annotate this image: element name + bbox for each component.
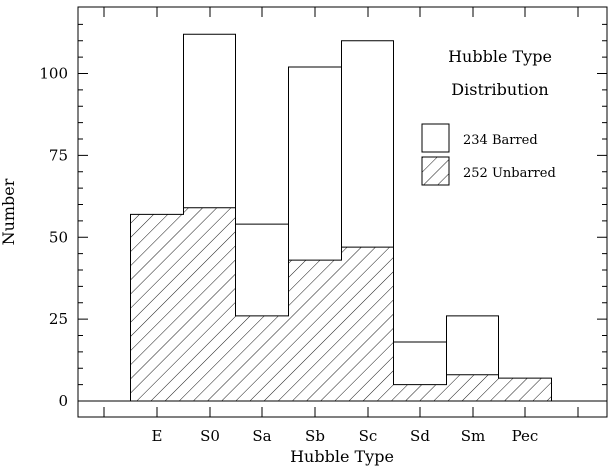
x-tick-label: Sb — [305, 427, 325, 445]
unbarred-outline — [130, 207, 552, 401]
x-tick-label: Sm — [461, 427, 486, 445]
bar-unbarred-sm — [446, 374, 499, 401]
barred-outline — [183, 33, 499, 385]
legend-swatch-unbarred — [421, 156, 450, 186]
chart-title: Hubble Type — [448, 47, 552, 66]
bar-unbarred-s0 — [183, 207, 236, 401]
unbarred-series — [130, 207, 552, 401]
y-tick-label: 0 — [58, 392, 68, 410]
y-tick-label: 100 — [39, 65, 68, 83]
legend-label-unbarred: 252 Unbarred — [463, 166, 556, 181]
legend-swatch-barred — [421, 123, 450, 153]
x-tick-label: S0 — [200, 427, 220, 445]
bar-unbarred-sa — [235, 315, 289, 401]
chart-subtitle: Distribution — [451, 80, 548, 99]
bar-unbarred-sb — [288, 260, 342, 401]
legend: 234 Barred 252 Unbarred — [421, 123, 556, 186]
y-axis-ticks: 0 25 50 75 100 — [39, 23, 607, 410]
x-tick-label: E — [152, 427, 163, 445]
x-axis-label: Hubble Type — [290, 447, 394, 466]
bar-unbarred-e — [130, 214, 184, 401]
y-tick-label: 75 — [49, 146, 68, 164]
legend-label-barred: 234 Barred — [463, 133, 538, 148]
bar-unbarred-sc — [341, 247, 394, 401]
bar-unbarred-pec — [498, 378, 552, 401]
plot-border — [77, 6, 608, 418]
x-tick-label: Sd — [410, 427, 430, 445]
bar-unbarred-sd — [393, 384, 447, 401]
x-axis-ticks: E S0 Sa Sb Sc Sd Sm Pec — [103, 7, 579, 445]
barred-series — [183, 33, 499, 385]
x-tick-label: Sa — [252, 427, 271, 445]
x-tick-label: Pec — [512, 427, 539, 445]
x-tick-label: Sc — [359, 427, 378, 445]
y-tick-label: 25 — [49, 310, 68, 328]
y-tick-label: 50 — [49, 228, 68, 246]
y-axis-label: Number — [0, 178, 18, 245]
